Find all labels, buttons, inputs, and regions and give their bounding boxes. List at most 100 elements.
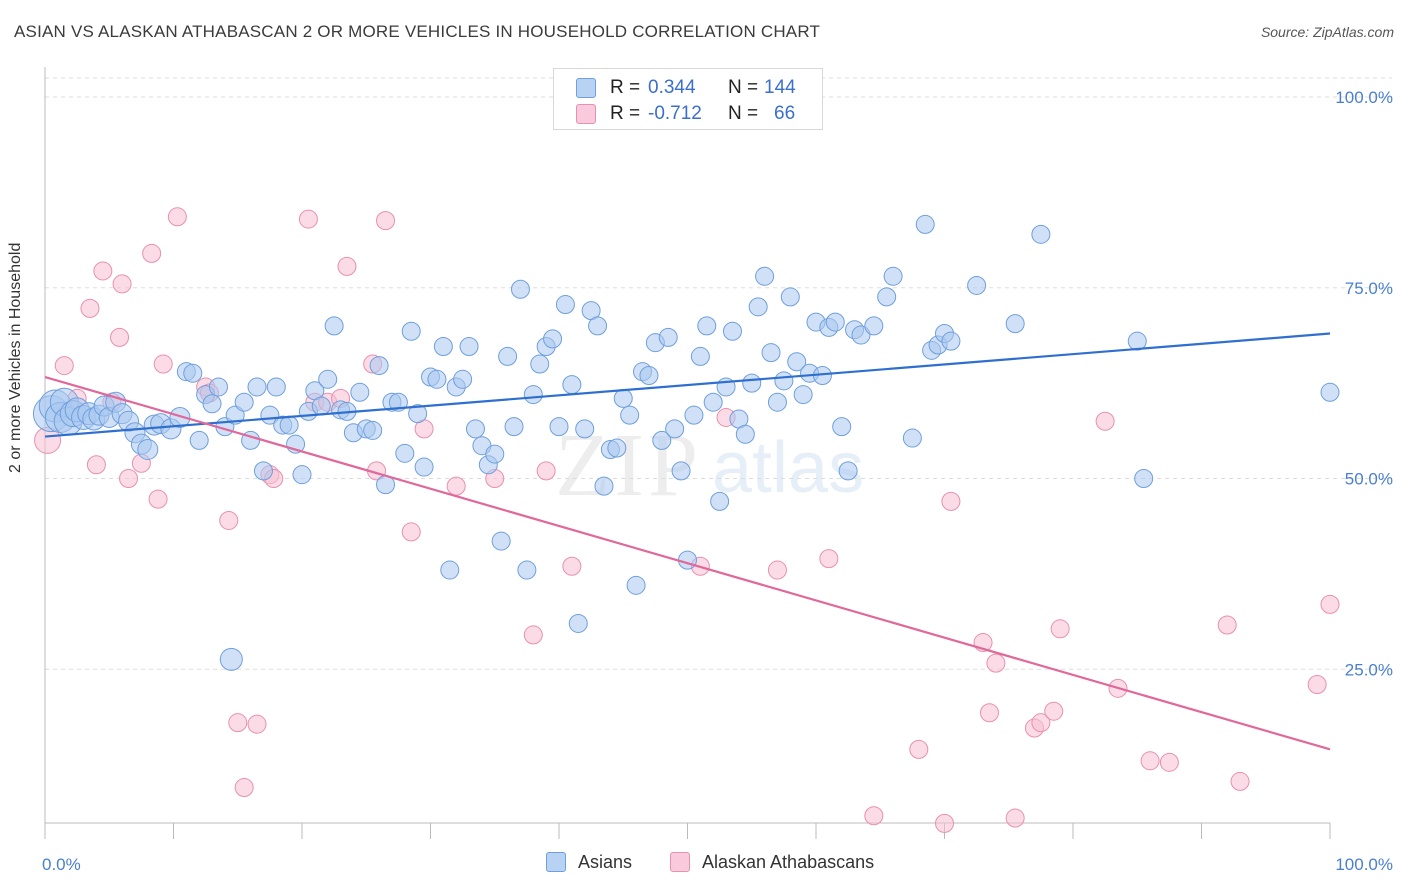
y-axis-label: 2 or more Vehicles in Household (7, 242, 24, 473)
bottom-asians-swatch (546, 852, 566, 872)
alaskan-point (401, 522, 421, 542)
alaskan-r-label: R = (610, 103, 641, 124)
asian-point (568, 613, 588, 633)
alaskan-point (1050, 619, 1070, 639)
alaskan-point (119, 469, 139, 488)
asian-point (864, 316, 884, 336)
alaskan-point (1044, 701, 1064, 721)
asian-point (1320, 382, 1340, 402)
alaskan-points (34, 207, 1340, 833)
asian-point (279, 415, 299, 435)
asian-point (652, 430, 672, 450)
asian-point (684, 405, 704, 425)
asian-point (1005, 314, 1025, 334)
asian-point (498, 346, 518, 366)
asian-point (613, 388, 633, 408)
y-tick-label: 75.0% (1345, 279, 1393, 298)
asian-point (594, 476, 614, 496)
bottom-alaskan-swatch (670, 852, 690, 872)
alaskan-point (1095, 411, 1115, 431)
asian-point (735, 424, 755, 444)
asian-point (225, 405, 245, 425)
asian-point (748, 297, 768, 317)
asian-point (742, 373, 762, 393)
asian-point (485, 444, 505, 464)
asian-point (292, 465, 312, 485)
asian-point (318, 369, 338, 389)
asians-trend-line (44, 332, 1331, 438)
x-tick-label-max: 100.0% (1335, 855, 1393, 874)
asian-point (517, 560, 537, 580)
asian-point (967, 275, 987, 295)
asian-point (575, 419, 595, 439)
grid-lines (45, 77, 1392, 670)
asian-point (408, 404, 428, 424)
asian-point (690, 346, 710, 366)
alaskan-point (93, 261, 113, 281)
alaskan-swatch (576, 104, 596, 124)
alaskan-point (1159, 752, 1179, 772)
alaskan-point (986, 653, 1006, 673)
alaskan-point (148, 489, 168, 509)
asians-n-value: 144 (764, 77, 796, 98)
asian-point (883, 266, 903, 286)
alaskan-point (935, 813, 954, 833)
alaskan-point (941, 491, 961, 511)
asian-point (678, 550, 697, 570)
asian-point (440, 560, 460, 580)
alaskan-point (247, 714, 267, 734)
y-tick-label: 25.0% (1345, 660, 1393, 679)
y-tick-label: 100.0% (1335, 88, 1393, 107)
alaskan-point (376, 211, 396, 231)
asian-point (433, 337, 453, 357)
alaskan-point (142, 243, 162, 263)
asian-point (491, 531, 511, 551)
alaskan-point (767, 560, 787, 580)
asian-point (838, 461, 858, 481)
asian-point (169, 406, 191, 428)
asians-r-label: R = (610, 77, 641, 98)
alaskan-point (54, 356, 74, 376)
asian-point (219, 647, 243, 671)
asian-point (825, 312, 845, 332)
asian-point (350, 382, 370, 402)
watermark: ZIP atlas (555, 416, 864, 515)
asian-point (915, 214, 935, 234)
asian-point (607, 438, 627, 458)
asian-point (588, 316, 608, 336)
alaskan-point (819, 549, 839, 569)
asian-point (395, 443, 415, 463)
asian-point (562, 375, 582, 395)
alaskan-point (219, 510, 239, 530)
asian-point (465, 419, 485, 439)
asian-point (832, 417, 852, 437)
asians-n-label: N = (728, 77, 759, 98)
alaskan-point (153, 354, 173, 374)
bottom-alaskan-label: Alaskan Athabascans (702, 852, 875, 872)
asian-point (902, 428, 922, 448)
asian-point (266, 377, 286, 397)
asian-point (369, 356, 389, 376)
asian-point (639, 365, 659, 385)
alaskan-point (864, 806, 884, 826)
tick-labels: 25.0% 50.0% 75.0% 100.0% 0.0% 100.0% (42, 88, 1393, 874)
alaskan-r-value: -0.712 (648, 103, 702, 124)
asian-point (877, 287, 897, 307)
asian-point (851, 325, 871, 345)
asian-point (697, 316, 717, 336)
alaskan-point (112, 274, 132, 294)
alaskan-point (909, 739, 929, 759)
asian-point (453, 369, 473, 389)
alaskan-point (86, 455, 106, 475)
asian-point (658, 327, 678, 347)
asian-point (208, 377, 228, 397)
asians-swatch (576, 78, 596, 98)
asian-point (504, 417, 524, 437)
asian-point (555, 295, 575, 315)
alaskan-point (446, 476, 466, 496)
asian-point (722, 321, 742, 341)
asian-point (665, 419, 685, 439)
alaskan-point (1217, 615, 1237, 635)
asian-point (137, 439, 159, 461)
